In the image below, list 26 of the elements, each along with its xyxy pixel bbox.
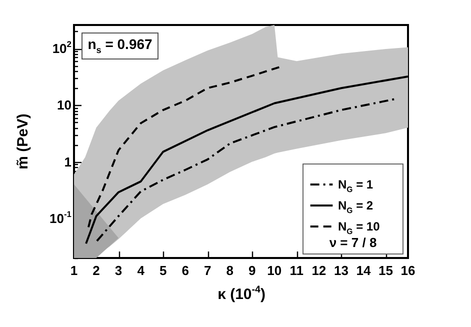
x-tick-label: 11: [290, 263, 304, 278]
x-tick-label: 9: [248, 263, 256, 278]
annotation: n$_{s}$ = 0.967: [88, 36, 153, 56]
x-tick-label: 5: [159, 263, 167, 278]
y-axis-title: m̃ (PeV): [14, 114, 32, 170]
x-tick-label: 12: [312, 263, 326, 278]
y-tick-label: 1: [64, 154, 72, 170]
x-tick-label: 14: [356, 263, 372, 278]
x-tick-label: 16: [400, 263, 416, 278]
x-tick-label: 15: [378, 263, 393, 278]
x-tick-label: 10: [267, 263, 282, 278]
x-tick-label: 7: [204, 263, 212, 278]
x-tick-label: 3: [114, 263, 122, 278]
x-tick-label: 6: [182, 263, 189, 278]
annotation: ν = 7 / 8: [329, 235, 377, 250]
y-tick-label: 10$^{-1}$: [50, 209, 72, 226]
y-tick-label: 10: [57, 98, 72, 113]
x-tick-label: 13: [334, 263, 348, 278]
x-tick-label: 8: [226, 263, 234, 278]
x-tick-label: 2: [92, 263, 100, 278]
x-tick-label: 4: [137, 263, 146, 278]
y-tick-label: 10$^{2}$: [52, 39, 72, 56]
legend-label: N$_{G}$ = 2: [338, 198, 374, 216]
legend-label: N$_{G}$ = 1: [338, 178, 374, 194]
x-axis-title: κ (10$^{-4}$): [218, 284, 266, 304]
legend-label: N$_{G}$ = 10: [338, 220, 380, 236]
